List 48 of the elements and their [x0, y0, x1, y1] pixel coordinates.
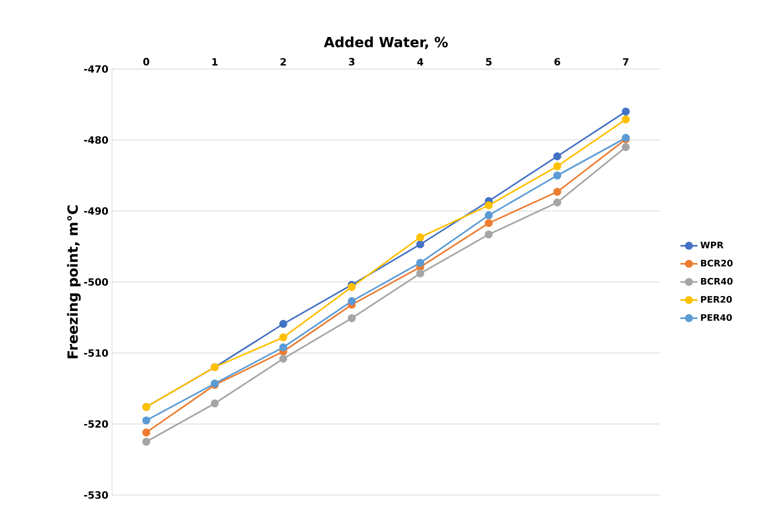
legend-label: BCR40: [701, 278, 733, 285]
point: [142, 428, 150, 437]
x-axis-title: Added Water, %: [324, 36, 448, 50]
point: [553, 152, 562, 160]
point: [142, 416, 150, 424]
point: [484, 211, 493, 220]
point: [553, 172, 562, 180]
y-axis-title: Freezing point, m°C: [67, 205, 81, 358]
x-tick-label: 0: [143, 58, 150, 66]
point: [279, 333, 288, 342]
point: [622, 143, 630, 152]
legend-label: WPR: [700, 242, 724, 248]
legend-label: PER40: [701, 314, 732, 321]
point: [622, 115, 630, 124]
point: [416, 233, 424, 242]
y-tick-label: -470: [84, 65, 108, 73]
legend-label: PER20: [701, 296, 732, 303]
point: [553, 188, 562, 196]
point: [484, 219, 493, 228]
x-tick-label: 7: [622, 58, 628, 66]
point: [142, 438, 150, 446]
point: [416, 258, 424, 267]
point: [348, 297, 356, 306]
point: [348, 314, 356, 322]
y-tick-label: -480: [84, 136, 108, 144]
y-tick-label: -490: [84, 207, 108, 215]
point: [279, 354, 288, 363]
point: [622, 108, 630, 116]
point: [279, 320, 288, 328]
x-tick-label: 2: [280, 58, 286, 66]
x-tick-label: 3: [348, 58, 354, 66]
x-tick-label: 5: [486, 58, 492, 66]
point: [416, 269, 424, 278]
y-tick-label: -510: [84, 349, 108, 357]
point: [279, 343, 288, 352]
point: [484, 201, 493, 210]
point: [210, 399, 219, 408]
point: [553, 198, 562, 206]
x-tick-label: 1: [212, 58, 218, 66]
y-tick-label: -500: [84, 278, 108, 286]
point: [484, 230, 493, 238]
point: [416, 240, 424, 248]
y-tick-label: -530: [84, 491, 108, 499]
y-tick-label: -520: [84, 420, 108, 428]
legend-label: BCR20: [701, 260, 733, 267]
point: [553, 162, 562, 170]
x-tick-label: 4: [417, 58, 424, 66]
x-tick-label: 6: [554, 58, 560, 66]
